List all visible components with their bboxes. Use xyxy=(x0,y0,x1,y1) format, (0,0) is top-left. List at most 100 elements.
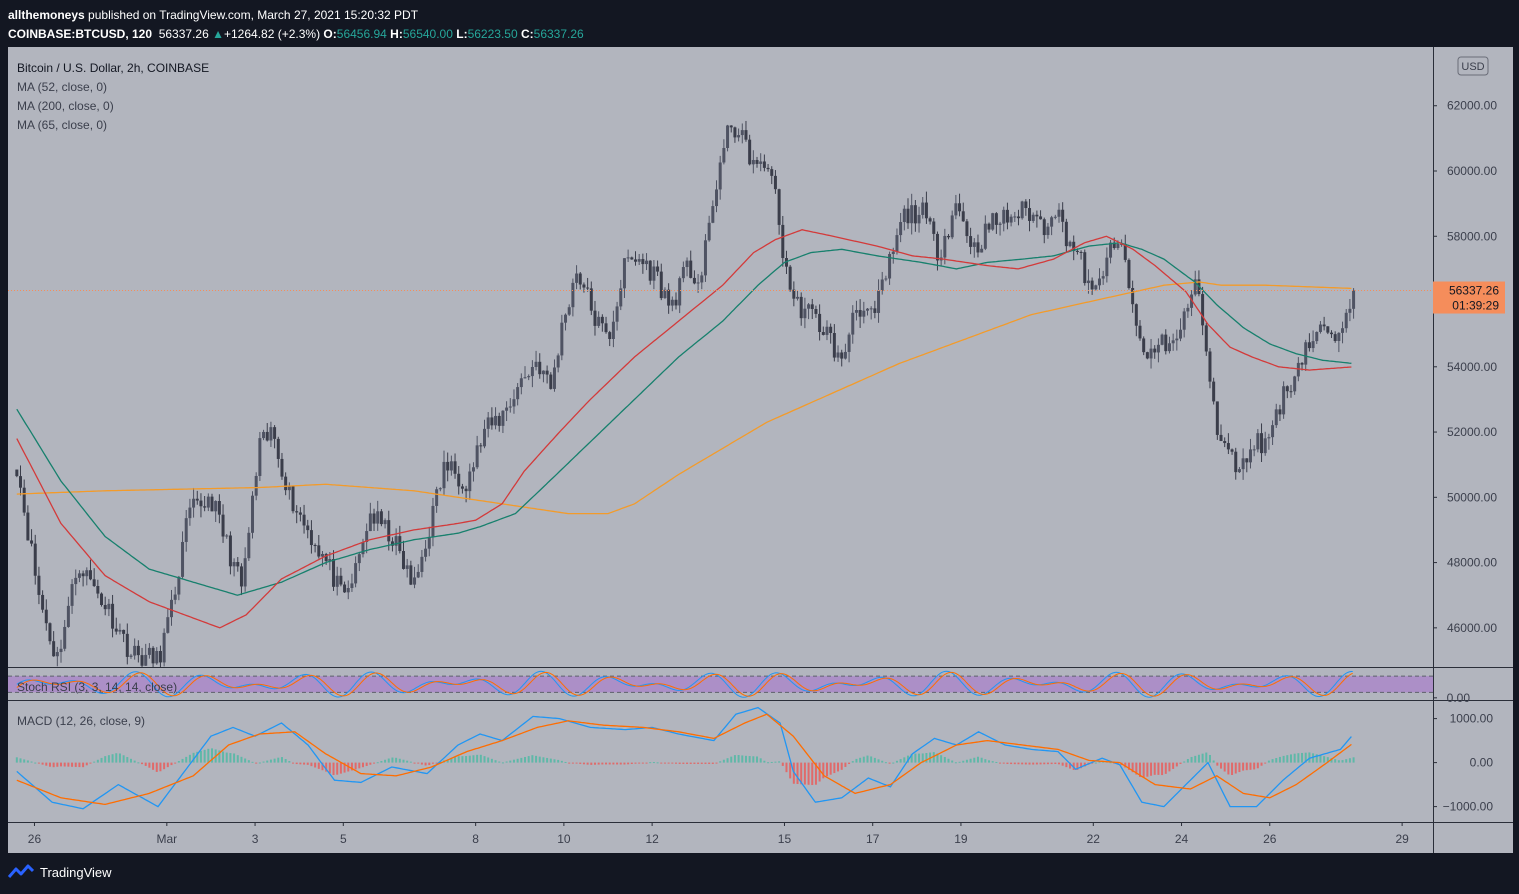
candle-body xyxy=(81,573,85,577)
macd-histogram-bar xyxy=(899,759,902,763)
candle-body xyxy=(181,541,185,577)
candle-body xyxy=(865,308,869,311)
macd-histogram-bar xyxy=(593,762,596,765)
macd-histogram-bar xyxy=(468,755,471,763)
candle-body xyxy=(873,308,877,313)
candle-body xyxy=(1057,209,1061,217)
candle-body xyxy=(309,530,313,546)
candle-body xyxy=(615,306,619,322)
macd-histogram-bar xyxy=(1035,762,1038,765)
macd-histogram-bar xyxy=(1069,762,1072,769)
candle-body xyxy=(490,417,494,426)
candle-body xyxy=(755,159,759,164)
candle-body xyxy=(1160,334,1164,345)
macd-histogram-bar xyxy=(203,749,206,763)
candle-body xyxy=(862,310,866,317)
candle-body xyxy=(560,322,564,356)
macd-histogram-bar xyxy=(748,756,751,763)
candle-body xyxy=(1201,294,1205,326)
macd-histogram-bar xyxy=(634,762,637,764)
candle-body xyxy=(59,648,63,653)
candle-body xyxy=(258,438,262,476)
candle-body xyxy=(1097,278,1101,286)
candle-body xyxy=(479,445,483,447)
tradingview-logo-icon xyxy=(8,864,34,878)
candle-body xyxy=(427,536,431,549)
candle-body xyxy=(1274,409,1278,426)
macd-histogram-bar xyxy=(1319,755,1322,763)
macd-histogram-bar xyxy=(726,758,729,763)
candle-body xyxy=(902,208,906,223)
x-tick-label: 22 xyxy=(1087,832,1101,846)
macd-histogram-bar xyxy=(686,762,689,764)
macd-histogram-bar xyxy=(1127,762,1130,770)
candle-body xyxy=(744,130,748,140)
candle-body xyxy=(1068,241,1072,247)
candle-body xyxy=(1064,221,1068,247)
macd-histogram-bar xyxy=(1220,762,1223,769)
macd-histogram-bar xyxy=(170,762,173,766)
macd-histogram-bar xyxy=(100,757,103,763)
macd-histogram-bar xyxy=(884,762,887,764)
macd-histogram-bar xyxy=(1043,762,1046,765)
candle-body xyxy=(965,221,969,237)
macd-signal-line xyxy=(16,713,1352,806)
candle-body xyxy=(446,461,450,471)
candle-body xyxy=(799,296,803,319)
candle-body xyxy=(810,304,814,310)
macd-histogram-bar xyxy=(163,762,166,770)
macd-histogram-bar xyxy=(715,762,718,764)
candle-body xyxy=(869,308,873,310)
macd-histogram-bar xyxy=(280,757,283,763)
macd-histogram-bar xyxy=(837,762,840,772)
macd-histogram-bar xyxy=(1205,752,1208,763)
candle-body xyxy=(1105,257,1109,277)
footer-brand[interactable]: TradingView xyxy=(8,864,112,880)
macd-histogram-bar xyxy=(571,762,574,764)
candle-body xyxy=(63,626,67,649)
macd-histogram-bar xyxy=(303,762,306,765)
published-text: published on TradingView.com, March 27, … xyxy=(88,8,419,22)
macd-histogram-bar xyxy=(365,762,368,766)
author-name[interactable]: allthemoneys xyxy=(8,8,85,22)
macd-histogram-bar xyxy=(284,759,287,763)
candle-body xyxy=(324,553,328,562)
currency-box xyxy=(1457,56,1489,76)
candle-body xyxy=(611,321,615,340)
macd-histogram-bar xyxy=(23,759,26,763)
candle-body xyxy=(44,609,48,624)
candle-body xyxy=(1322,324,1326,327)
candle-body xyxy=(1009,216,1013,223)
macd-histogram-bar xyxy=(218,750,221,763)
candle-body xyxy=(1237,469,1241,473)
candle-body xyxy=(1226,443,1230,450)
candle-body xyxy=(1223,441,1227,444)
macd-histogram-bar xyxy=(373,762,376,764)
macd-histogram-bar xyxy=(1315,754,1318,763)
candle-body xyxy=(1028,208,1032,221)
macd-histogram-bar xyxy=(288,761,291,763)
macd-histogram-bar xyxy=(759,758,762,763)
candle-body xyxy=(1002,209,1006,224)
candle-body xyxy=(438,488,442,490)
candle-body xyxy=(1215,401,1219,435)
candle-body xyxy=(619,288,623,307)
macd-histogram-bar xyxy=(932,752,935,763)
macd-histogram-bar xyxy=(52,762,55,768)
candle-body xyxy=(950,215,954,238)
candle-body xyxy=(320,553,324,557)
macd-histogram-bar xyxy=(976,756,979,763)
macd-histogram-bar xyxy=(258,762,261,764)
candle-body xyxy=(1208,351,1212,382)
macd-histogram-bar xyxy=(954,762,957,764)
macd-histogram-bar xyxy=(1057,762,1060,765)
y-tick-label: 58000.00 xyxy=(1447,229,1497,243)
macd-histogram-bar xyxy=(1172,762,1175,769)
macd-histogram-bar xyxy=(818,762,821,782)
macd-histogram-bar xyxy=(564,761,567,763)
candle-body xyxy=(55,652,59,657)
macd-histogram-bar xyxy=(1242,762,1245,771)
macd-histogram-bar xyxy=(89,762,92,764)
candle-body xyxy=(453,461,457,474)
